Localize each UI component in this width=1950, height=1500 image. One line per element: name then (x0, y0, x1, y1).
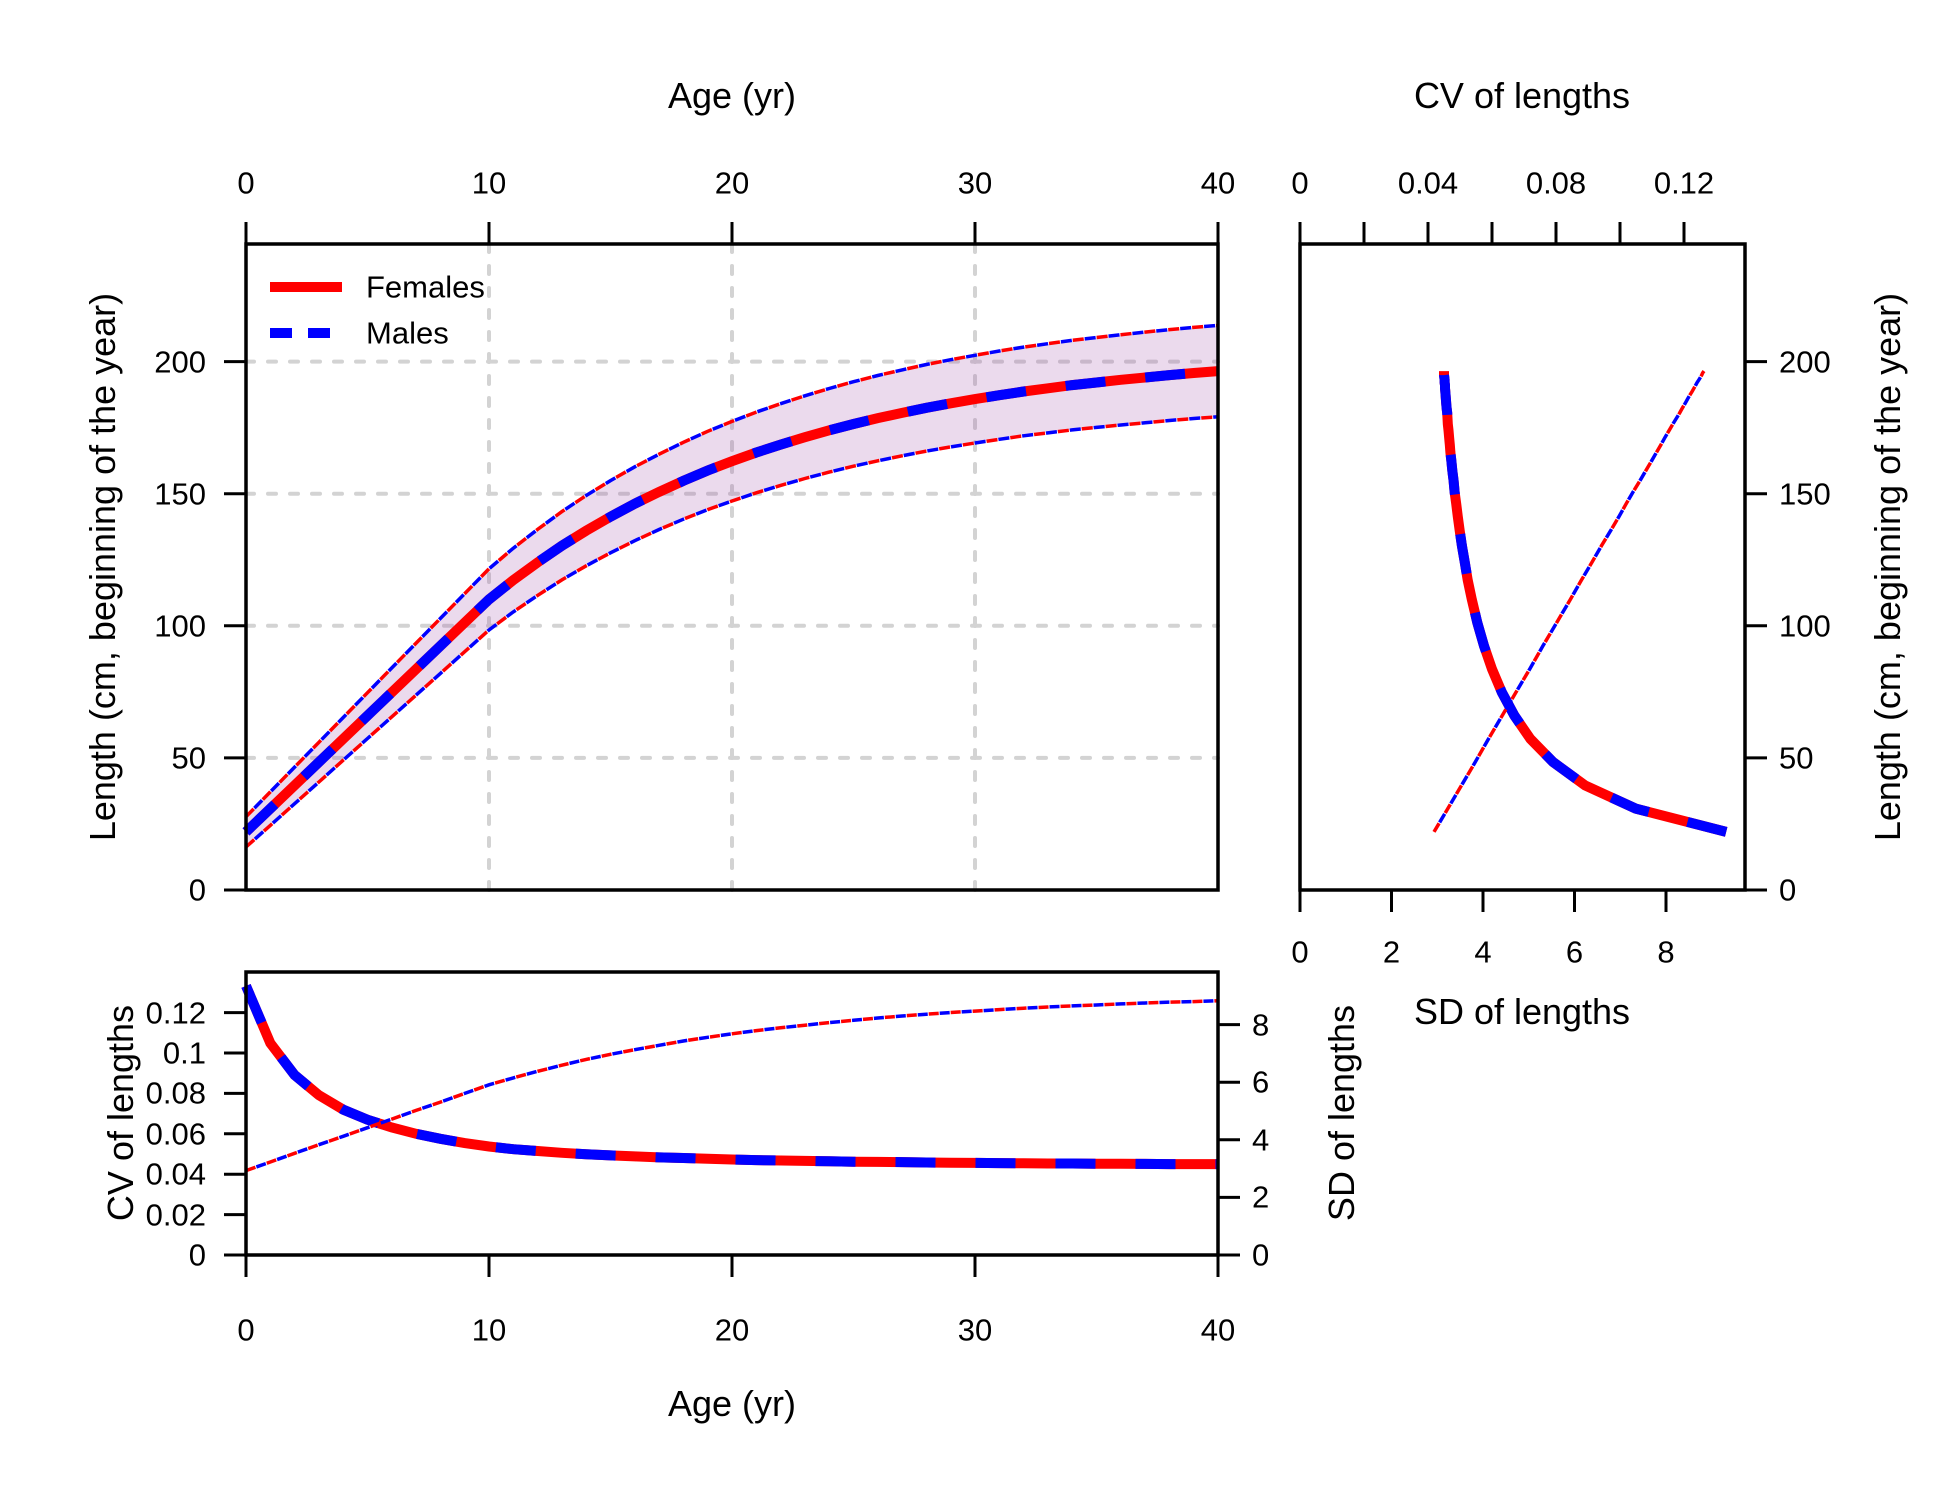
tick-label: 0.02 (145, 1197, 206, 1233)
tick-label: 0 (1779, 872, 1797, 908)
tick-label: 100 (154, 608, 206, 644)
legend-label-males: Males (366, 315, 449, 351)
tick-label: 10 (471, 165, 507, 201)
tick-label: 8 (1252, 1007, 1270, 1043)
tick-label: 0.12 (1653, 165, 1715, 201)
tick-label: 0 (1291, 165, 1309, 201)
sd-axis-title-right-panel-bottom: SD of lengths (1413, 991, 1631, 1032)
tick-label: 10 (471, 1312, 507, 1348)
sd-axis-title-bottom-panel-right: SD of lengths (1321, 1004, 1362, 1222)
cv-vs-age-curve-males (241, 983, 1218, 1170)
tick-label: 200 (1779, 344, 1831, 380)
tick-label: 2 (1252, 1179, 1270, 1215)
tick-label: 2 (1382, 934, 1401, 970)
tick-label: 50 (171, 740, 206, 776)
cv-vs-length-curve-males (1439, 371, 1728, 837)
tick-label: 0.12 (145, 995, 206, 1031)
band-lower-edge-females (244, 415, 1219, 849)
band-upper-edge-males (244, 323, 1219, 818)
tick-label: 20 (714, 165, 750, 201)
tick-label: 0 (1252, 1237, 1270, 1273)
tick-label: 0 (188, 1237, 206, 1273)
tick-label: 0.1 (162, 1035, 206, 1071)
tick-label: 40 (1200, 1312, 1236, 1348)
legend-label-females: Females (366, 269, 485, 305)
length-axis-title-right: Length (cm, beginning of the year) (1867, 292, 1908, 842)
tick-label: 0.08 (145, 1075, 206, 1111)
tick-label: 100 (1779, 608, 1831, 644)
tick-label: 4 (1474, 934, 1492, 970)
tick-label: 150 (154, 476, 206, 512)
sd-vs-age-line-females (245, 998, 1219, 1173)
age-axis-title-top: Age (yr) (667, 75, 797, 116)
band-upper-edge-females (244, 323, 1219, 818)
mean-length-curve-females (242, 366, 1219, 836)
tick-label: 0.04 (145, 1156, 206, 1192)
tick-label: 0.04 (1397, 165, 1459, 201)
tick-label: 8 (1657, 934, 1675, 970)
tick-label: 50 (1779, 740, 1814, 776)
tick-label: 0.08 (1525, 165, 1587, 201)
tick-label: 0 (237, 165, 255, 201)
panel-box-cv-sd-vs-age (244, 970, 1220, 1257)
tick-label: 6 (1252, 1064, 1270, 1100)
tick-label: 0 (237, 1312, 255, 1348)
tick-label: 6 (1565, 934, 1584, 970)
sd-vs-length-line-males (1432, 370, 1706, 833)
tick-label: 0.06 (145, 1116, 206, 1152)
tick-label: 0 (188, 872, 206, 908)
tick-label: 0 (1291, 934, 1309, 970)
tick-label: 30 (957, 1312, 993, 1348)
band-lower-edge-males (244, 415, 1219, 849)
tick-label: 4 (1252, 1122, 1270, 1158)
tick-label: 150 (1779, 476, 1831, 512)
sd-vs-age-line-males (245, 998, 1219, 1173)
cv-vs-length-curve-females (1439, 371, 1728, 837)
age-axis-title-bottom: Age (yr) (667, 1383, 797, 1424)
cv-vs-age-curve-females (241, 983, 1218, 1170)
panel-box-cv-sd-vs-length (1298, 242, 1747, 892)
tick-label: 40 (1200, 165, 1236, 201)
sd-vs-length-line-females (1432, 370, 1706, 833)
tick-label: 30 (957, 165, 993, 201)
tick-label: 20 (714, 1312, 750, 1348)
cv-axis-title-top: CV of lengths (1413, 75, 1631, 116)
tick-label: 200 (154, 344, 206, 380)
